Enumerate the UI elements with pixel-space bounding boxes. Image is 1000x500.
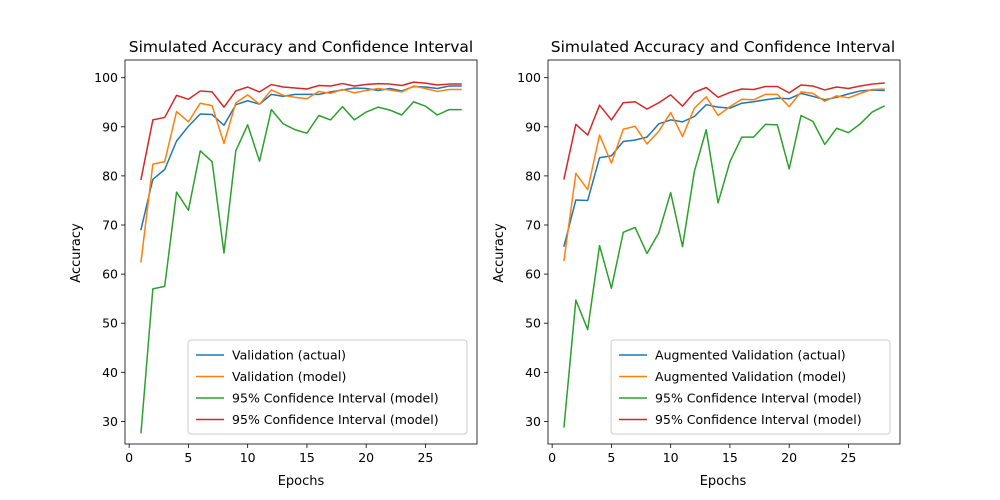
right-legend-label: Augmented Validation (actual) (655, 348, 846, 363)
right-series-line-2 (563, 88, 885, 262)
left-x-tick-label: 0 (125, 450, 133, 465)
right-x-tick-label: 20 (781, 450, 797, 465)
left-chart-x-axis-label: Epochs (278, 474, 325, 489)
left-y-tick-label: 60 (102, 267, 118, 282)
right-legend-label: Augmented Validation (model) (655, 369, 846, 384)
left-series-line-4 (140, 81, 462, 181)
left-legend-label: Validation (model) (232, 369, 346, 384)
right-axes-frame (547, 59, 901, 445)
left-x-tick-label: 10 (240, 450, 256, 465)
right-x-tick-label: 10 (663, 450, 679, 465)
right-series-line-4 (563, 82, 885, 180)
left-y-tick-label: 100 (94, 70, 118, 85)
right-legend-label: 95% Confidence Interval (model) (655, 412, 862, 427)
right-y-tick-label: 30 (525, 414, 541, 429)
left-legend-label: 95% Confidence Interval (model) (232, 412, 439, 427)
left-legend-label: 95% Confidence Interval (model) (232, 391, 439, 406)
right-legend-box (610, 339, 891, 435)
right-legend: Augmented Validation (actual) Augmented V… (610, 339, 891, 435)
right-legend-label: 95% Confidence Interval (model) (655, 391, 862, 406)
left-y-tick-label: 80 (102, 168, 118, 183)
left-series-line-2 (140, 85, 462, 263)
left-y-tick-label: 70 (102, 217, 118, 232)
right-x-tick-label: 0 (548, 450, 556, 465)
right-series-line-3 (563, 105, 886, 428)
left-legend: Validation (actual) Validation (model) 95%… (187, 339, 468, 435)
right-chart-title: Simulated Accuracy and Confidence Interv… (551, 38, 895, 56)
left-y-tick-label: 30 (102, 414, 118, 429)
right-y-tick-label: 100 (517, 70, 541, 85)
left-chart-title: Simulated Accuracy and Confidence Interv… (129, 38, 473, 56)
left-series-line-3 (140, 100, 462, 434)
left-x-tick-label: 20 (358, 450, 374, 465)
right-x-tick-label: 5 (607, 450, 615, 465)
left-axes-frame (124, 59, 478, 445)
left-x-tick-label: 25 (417, 450, 433, 465)
right-chart-y-axis-label: Accuracy (492, 223, 507, 283)
right-chart-x-axis-label: Epochs (700, 474, 747, 489)
left-x-tick-label: 5 (184, 450, 192, 465)
left-x-tick-label: 15 (299, 450, 315, 465)
right-y-tick-label: 60 (525, 267, 541, 282)
right-chart: Simulated Accuracy and Confidence Interv… (492, 38, 901, 489)
right-y-tick-label: 90 (525, 119, 541, 134)
left-legend-label: Validation (actual) (232, 348, 346, 363)
right-y-tick-label: 40 (525, 365, 541, 380)
left-y-tick-label: 90 (102, 119, 118, 134)
left-y-tick-label: 40 (102, 365, 118, 380)
right-y-tick-label: 50 (525, 316, 541, 331)
right-y-tick-label: 80 (525, 168, 541, 183)
left-legend-box (187, 339, 468, 435)
right-y-tick-label: 70 (525, 217, 541, 232)
left-chart: Simulated Accuracy and Confidence Interv… (69, 38, 478, 489)
left-y-tick-label: 50 (102, 316, 118, 331)
right-x-tick-label: 15 (722, 450, 738, 465)
right-x-tick-label: 25 (840, 450, 856, 465)
left-chart-y-axis-label: Accuracy (69, 223, 84, 283)
